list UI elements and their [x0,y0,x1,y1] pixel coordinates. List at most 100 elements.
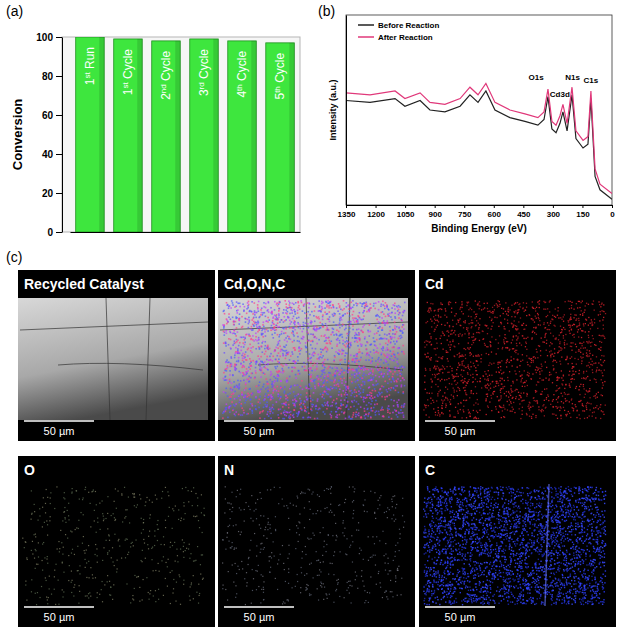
map-dot [266,381,268,383]
map-dot [365,345,367,347]
map-dot [328,319,330,321]
map-dot [281,368,283,370]
map-dot [226,332,228,334]
map-dot [287,316,289,318]
map-dot [274,309,276,311]
map-dot [331,405,333,407]
annotation: Cd3d [550,90,570,99]
map-dot [315,408,317,410]
map-dot [293,391,295,393]
map-dot [354,321,356,323]
map-dot [251,338,253,340]
map-dot [365,374,367,376]
map-dot [308,368,310,370]
map-dot [277,326,279,328]
panel-label: (a) [6,3,23,19]
map-dot [363,324,365,326]
map-dot [260,356,262,358]
map-dot [346,343,348,345]
map-dot [400,319,402,321]
figure: (a)1st Run1st Cycle2nd Cycle3rd Cycle4th… [0,0,626,627]
label-superscript: th [273,86,282,93]
map-dot [379,326,381,328]
map-dot [265,315,267,317]
map-dot [235,403,237,405]
map-dot [294,406,296,408]
bar-shade [99,37,104,232]
map-dot [278,326,280,328]
map-dot [348,388,350,390]
map-dot [272,320,274,322]
map-dot [383,320,385,322]
map-dot [403,379,405,381]
map-dot [255,339,257,341]
map-dot [241,367,243,369]
bar-shade [289,43,294,232]
map-dot [321,370,323,372]
map-dot [359,312,361,314]
map-dot [289,359,291,361]
map-dot [394,371,396,373]
map-dot [266,404,268,406]
map-dot [370,303,372,305]
bar-shade [213,39,218,232]
map-dot [401,326,403,328]
map-dot [243,355,245,357]
map-dot [251,329,253,331]
map-dot [375,400,377,402]
map-dot [232,393,234,395]
map-dot [333,321,335,323]
map-dot [363,311,365,313]
map-dot [293,367,295,369]
map-dot [327,394,329,396]
map-dot [346,306,348,308]
map-dot [238,395,240,397]
map-dot [341,349,343,351]
map-dot [316,343,318,345]
map-dot [322,326,324,328]
map-dot [353,311,355,313]
map-dot [305,322,307,324]
map-dot [315,306,317,308]
map-dot [298,323,300,325]
map-dot [350,302,352,304]
map-dot [268,311,270,313]
map-dot [261,307,263,309]
map-dot [369,386,371,388]
map-dot [261,388,263,390]
map-dot [339,322,341,324]
map-dot [282,372,284,374]
map-dot [290,338,292,340]
map-dot [335,351,337,353]
map-dot [231,394,233,396]
map-dot [264,329,266,331]
map-dot [393,351,395,353]
map-dot [230,396,232,398]
map-dot [277,344,279,346]
map-dot [322,302,324,304]
map-dot [259,326,261,328]
map-dot [350,321,352,323]
map-dot [227,367,229,369]
map-dot [297,310,299,312]
bar-shade [175,41,180,232]
map-dot [390,389,392,391]
map-dot [372,384,374,386]
map-dot [384,355,386,357]
map-dot [342,340,344,342]
map-dot [345,392,347,394]
map-dot [338,391,340,393]
map-dot [363,369,365,371]
map-dot [385,350,387,352]
map-dot [323,377,325,379]
map-dot [345,325,347,327]
map-dot [402,412,404,414]
map-dot [265,351,267,353]
map-dot [314,386,316,388]
map-dot [382,300,384,302]
map-dot [311,311,313,313]
map-dot [236,361,238,363]
map-dot [399,330,401,332]
map-dot [373,349,375,351]
map-dot [251,326,253,328]
